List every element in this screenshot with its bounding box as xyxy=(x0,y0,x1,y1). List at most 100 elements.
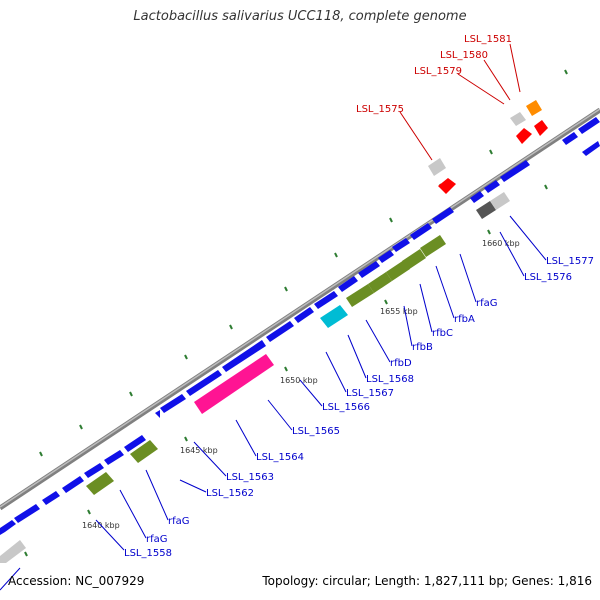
gene-label: rfbA xyxy=(454,314,475,325)
gene-arrow xyxy=(186,370,222,396)
olive-gene xyxy=(420,235,446,257)
gene-arrow xyxy=(582,141,600,156)
gene-arrow xyxy=(155,410,160,418)
olive-gene xyxy=(386,260,410,281)
leader-line xyxy=(145,469,169,521)
leader-line xyxy=(403,305,413,347)
red-labels: LSL_1575 LSL_1579 LSL_1580 LSL_1581 xyxy=(356,34,512,115)
grey-gene xyxy=(0,540,26,563)
gene-label: rfbD xyxy=(390,358,412,369)
tick xyxy=(39,451,43,457)
map-title: Lactobacillus salivarius UCC118, complet… xyxy=(133,9,467,24)
tick xyxy=(229,324,233,330)
leader-line xyxy=(95,519,125,551)
gene-arrow xyxy=(562,132,578,145)
blue-leaders xyxy=(0,215,547,591)
colored-genes[interactable] xyxy=(0,100,548,563)
grey-gene xyxy=(476,201,496,219)
gene-label: LSL_1575 xyxy=(356,104,404,115)
olive-gene xyxy=(346,284,374,307)
red-leaders xyxy=(399,43,521,161)
gene-arrow xyxy=(578,117,600,134)
leader-line xyxy=(435,265,455,319)
olive-gene xyxy=(130,440,158,463)
gene-arrow xyxy=(378,250,394,263)
leader-line xyxy=(347,334,367,379)
kbp-label: 1650 kbp xyxy=(280,376,318,385)
gene-arrow xyxy=(500,160,530,182)
kbp-label: 1655 kbp xyxy=(380,307,418,316)
tick xyxy=(389,217,393,223)
gene-arrow xyxy=(266,321,294,342)
gene-label: LSL_1563 xyxy=(226,472,274,483)
genome-backbone xyxy=(0,107,600,511)
leader-line xyxy=(499,231,525,277)
tick xyxy=(487,229,491,235)
leader-line xyxy=(119,489,147,539)
leader-line xyxy=(325,351,347,393)
gene-arrow xyxy=(222,340,266,372)
tick xyxy=(384,299,388,305)
topology-text: Topology: circular; Length: 1,827,111 bp… xyxy=(262,574,592,588)
accession-text: Accession: NC_007929 xyxy=(8,574,145,588)
tick xyxy=(79,424,83,430)
orange-gene xyxy=(526,100,542,116)
leader-line xyxy=(235,419,257,457)
gene-label: LSL_1579 xyxy=(414,66,462,77)
gene-label: rfaG xyxy=(168,516,190,527)
blue-gene-row[interactable] xyxy=(0,117,600,535)
leader-line xyxy=(459,253,477,303)
gene-arrow xyxy=(358,261,380,278)
red-gene xyxy=(438,178,456,194)
tick xyxy=(87,509,91,515)
kbp-label: 1660 kbp xyxy=(482,239,520,248)
gene-arrow xyxy=(410,223,432,240)
gene-arrow xyxy=(314,291,338,309)
gene-label: LSL_1580 xyxy=(440,50,488,61)
olive-gene xyxy=(402,249,426,270)
gene-label: rfaG xyxy=(146,534,168,545)
grey-gene xyxy=(428,158,446,176)
leader-line xyxy=(509,43,521,93)
gene-label: LSL_1565 xyxy=(292,426,340,437)
tick xyxy=(489,149,493,155)
leader-line xyxy=(483,59,511,101)
gene-arrow xyxy=(14,504,40,523)
gene-arrow xyxy=(470,191,484,203)
red-gene xyxy=(534,120,548,136)
gene-arrow xyxy=(338,276,358,292)
tick xyxy=(564,69,568,75)
gene-arrow xyxy=(62,476,84,493)
grey-gene xyxy=(490,192,510,210)
grey-gene xyxy=(510,112,526,126)
gene-label: rfaG xyxy=(476,298,498,309)
leader-line xyxy=(509,215,547,261)
gene-label: LSL_1576 xyxy=(524,272,572,283)
gene-arrow xyxy=(294,307,314,323)
gene-label: LSL_1581 xyxy=(464,34,512,45)
gene-label: LSL_1577 xyxy=(546,256,594,267)
red-gene xyxy=(516,128,532,144)
leader-line xyxy=(399,111,433,161)
tick xyxy=(184,436,188,442)
leader-line xyxy=(457,73,505,105)
gene-label: LSL_1567 xyxy=(346,388,394,399)
leader-line xyxy=(179,479,207,493)
leader-line xyxy=(419,283,433,333)
gene-label: LSL_1562 xyxy=(206,488,254,499)
gene-arrow xyxy=(484,180,500,193)
blue-labels: LSL_1558 rfaG rfaG LSL_1562 LSL_1563 LSL… xyxy=(124,256,594,559)
magenta-gene xyxy=(194,354,274,414)
gene-arrow xyxy=(0,520,16,535)
gene-arrow xyxy=(104,450,124,465)
tick xyxy=(24,551,28,557)
gene-label: LSL_1564 xyxy=(256,452,304,463)
cyan-gene xyxy=(320,305,348,328)
tick xyxy=(129,391,133,397)
genome-backbone-highlight xyxy=(0,108,600,508)
gene-arrow xyxy=(160,394,186,413)
kbp-label: 1645 kbp xyxy=(180,446,218,455)
gene-arrow xyxy=(84,463,104,478)
gene-label: LSL_1566 xyxy=(322,402,370,413)
